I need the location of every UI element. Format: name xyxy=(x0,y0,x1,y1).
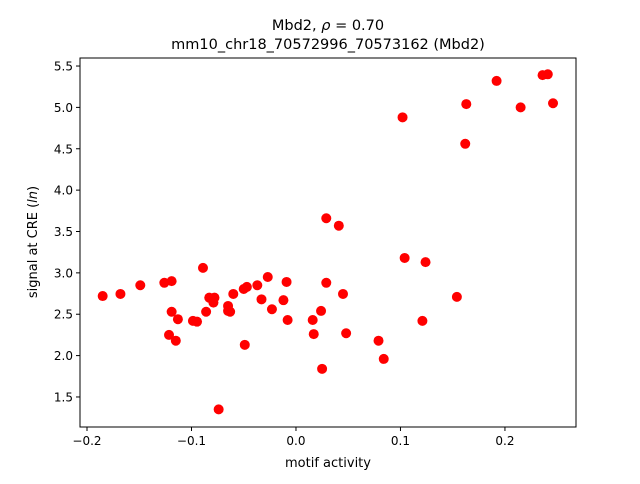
y-tick-label: 4.0 xyxy=(54,184,73,198)
data-point xyxy=(308,329,319,340)
data-point xyxy=(225,306,236,317)
chart-title-line2: mm10_chr18_70572996_70573162 (Mbd2) xyxy=(171,37,485,53)
data-point xyxy=(491,75,502,86)
x-axis: −0.2 −0.1 0.0 0.1 0.2 xyxy=(72,427,514,448)
data-point xyxy=(373,335,384,346)
data-point xyxy=(337,288,348,299)
y-tick-label: 5.0 xyxy=(54,101,73,115)
data-point xyxy=(321,213,332,224)
data-point xyxy=(166,306,177,317)
data-point xyxy=(281,276,292,287)
data-point xyxy=(170,335,181,346)
data-point xyxy=(307,315,318,326)
data-point xyxy=(256,294,267,305)
y-tick-label: 2.0 xyxy=(54,349,73,363)
x-axis-label: motif activity xyxy=(285,456,371,471)
y-tick-label: 3.0 xyxy=(54,266,73,280)
points-layer xyxy=(97,69,559,415)
data-point xyxy=(166,276,177,287)
x-tick-label: 0.2 xyxy=(495,434,514,448)
data-point xyxy=(262,272,273,283)
data-point xyxy=(278,295,289,306)
data-point xyxy=(417,315,428,326)
data-point xyxy=(115,288,126,299)
x-tick-label: 0.0 xyxy=(286,434,305,448)
data-point xyxy=(252,280,263,291)
data-point xyxy=(321,277,332,288)
data-point xyxy=(266,304,277,315)
data-point xyxy=(333,220,344,231)
data-point xyxy=(239,339,250,350)
data-point xyxy=(197,262,208,273)
y-axis: 1.5 2.0 2.5 3.0 3.5 4.0 4.5 5.0 5.5 xyxy=(54,60,80,404)
plot-frame xyxy=(79,57,577,428)
x-tick-label: −0.2 xyxy=(72,434,101,448)
x-tick-label: −0.1 xyxy=(177,434,206,448)
data-point xyxy=(228,288,239,299)
y-axis-label: signal at CRE (ln) xyxy=(26,186,41,298)
y-tick-label: 1.5 xyxy=(54,390,73,404)
y-tick-label: 3.5 xyxy=(54,225,73,239)
data-point xyxy=(341,328,352,339)
y-tick-label: 4.5 xyxy=(54,142,73,156)
data-point xyxy=(213,404,224,415)
data-point xyxy=(542,69,553,80)
data-point xyxy=(201,306,212,317)
data-point xyxy=(397,112,408,123)
data-point xyxy=(317,363,328,374)
data-point xyxy=(164,329,175,340)
data-point xyxy=(282,315,293,326)
data-point xyxy=(451,291,462,302)
chart-title-line1: Mbd2, ρ = 0.70 xyxy=(272,18,384,34)
data-point xyxy=(399,252,410,263)
y-tick-label: 2.5 xyxy=(54,308,73,322)
data-point xyxy=(420,257,431,268)
data-point xyxy=(172,314,183,325)
data-point xyxy=(241,281,252,292)
data-point xyxy=(461,99,472,110)
data-point xyxy=(135,280,146,291)
data-point xyxy=(208,297,219,308)
data-point xyxy=(192,316,203,327)
y-tick-label: 5.5 xyxy=(54,60,73,74)
data-point xyxy=(460,138,471,149)
x-tick-label: 0.1 xyxy=(391,434,410,448)
data-point xyxy=(515,102,526,113)
data-point xyxy=(378,353,389,364)
data-point xyxy=(97,291,108,302)
data-point xyxy=(316,305,327,316)
data-point xyxy=(548,98,559,109)
